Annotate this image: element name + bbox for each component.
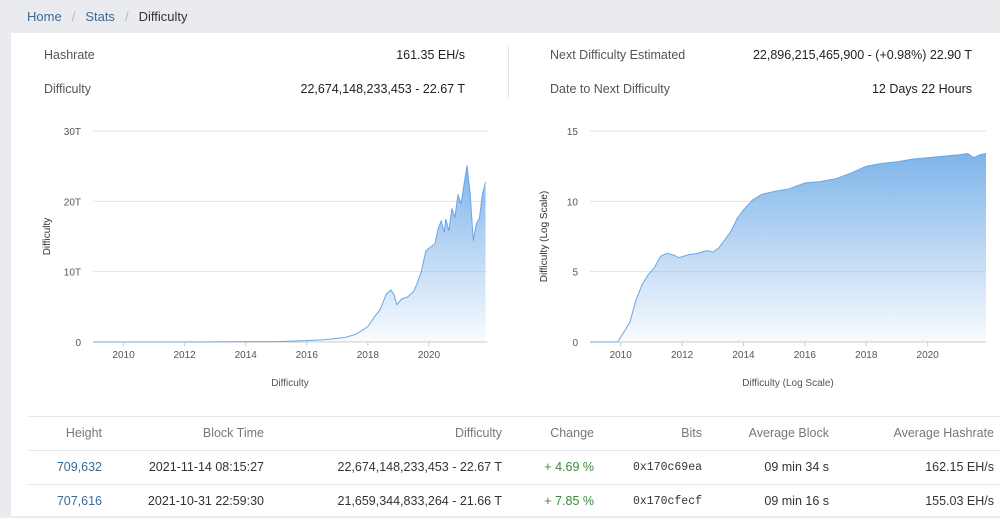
x-tick-label: 2012 <box>174 350 197 361</box>
change-cell: + 7.85 % <box>544 494 594 508</box>
block-time-cell: 2021-10-31 22:59:30 <box>147 494 264 508</box>
average-block-cell: 09 min 34 s <box>764 460 829 474</box>
table-header-row: Height Block Time Difficulty Change Bits… <box>28 416 1000 450</box>
y-tick-label: 15 <box>567 127 579 138</box>
date-next-difficulty-value: 12 Days 22 Hours <box>871 82 972 96</box>
breadcrumb-separator: / <box>71 9 76 24</box>
hashrate-value: 161.35 EH/s <box>396 48 465 62</box>
series-area <box>590 153 986 342</box>
y-tick-label: 20T <box>64 197 81 208</box>
average-hashrate-cell: 155.03 EH/s <box>925 494 994 508</box>
series-line <box>590 152 987 343</box>
x-tick-label: 2014 <box>732 350 755 361</box>
next-difficulty-value: 22,896,215,465,900 - (+0.98%) 22.90 T <box>752 48 972 62</box>
x-tick-label: 2020 <box>917 350 940 361</box>
x-tick-label: 2014 <box>235 350 258 361</box>
difficulty-label: Difficulty <box>44 82 92 96</box>
bits-cell: 0x170c69ea <box>632 461 702 474</box>
x-axis-title: Difficulty <box>271 378 309 389</box>
difficulty-table: Height Block Time Difficulty Change Bits… <box>28 416 1000 518</box>
series-line <box>93 165 486 343</box>
height-link[interactable]: 709,632 <box>56 460 102 474</box>
y-tick-label: 30T <box>64 127 81 138</box>
x-tick-label: 2012 <box>671 350 694 361</box>
change-cell: + 4.69 % <box>544 460 594 474</box>
header-bits: Bits <box>681 426 702 440</box>
y-tick-label: 10T <box>64 268 81 279</box>
header-difficulty: Difficulty <box>454 426 502 440</box>
block-time-cell: 2021-11-14 08:15:27 <box>148 460 264 474</box>
breadcrumb-current: Difficulty <box>138 9 188 24</box>
header-block-time: Block Time <box>202 426 264 440</box>
breadcrumb: Home / Stats / Difficulty <box>0 0 1000 33</box>
x-axis-title: Difficulty (Log Scale) <box>742 378 834 389</box>
breadcrumb-separator: / <box>124 9 129 24</box>
difficulty-log-chart: 0 5 10 15 2010 2012 2014 2016 2018 2020 Difficulty… <box>539 127 987 389</box>
difficulty-value: 22,674,148,233,453 - 22.67 T <box>300 82 466 96</box>
difficulty-chart: 0 10T 20T 30T 2010 2012 2014 2016 2018 2020 Diffic… <box>42 127 487 389</box>
height-link[interactable]: 707,616 <box>56 494 102 508</box>
difficulty-cell: 22,674,148,233,453 - 22.67 T <box>337 460 503 474</box>
y-tick-label: 0 <box>572 338 578 349</box>
y-tick-label: 0 <box>75 338 81 349</box>
table-row: 709,632 2021-11-14 08:15:27 22,674,148,2… <box>28 450 1000 484</box>
date-next-difficulty-label: Date to Next Difficulty <box>550 82 670 96</box>
header-average-hashrate: Average Hashrate <box>893 426 994 440</box>
y-axis-title: Difficulty <box>42 218 53 256</box>
breadcrumb-home-link[interactable]: Home <box>27 9 62 24</box>
header-change: Change <box>550 426 594 440</box>
next-difficulty-label: Next Difficulty Estimated <box>550 48 686 62</box>
stats-divider <box>508 45 509 99</box>
y-tick-label: 10 <box>567 197 579 208</box>
hashrate-label: Hashrate <box>44 48 95 62</box>
x-tick-label: 2010 <box>112 350 135 361</box>
difficulty-cell: 21,659,344,833,264 - 21.66 T <box>337 494 503 508</box>
x-tick-label: 2018 <box>855 350 878 361</box>
breadcrumb-stats-link[interactable]: Stats <box>85 9 115 24</box>
series-area <box>93 165 486 342</box>
average-hashrate-cell: 162.15 EH/s <box>925 460 994 474</box>
table-row: 707,616 2021-10-31 22:59:30 21,659,344,8… <box>28 484 1000 518</box>
header-height: Height <box>65 426 102 440</box>
header-average-block: Average Block <box>748 426 829 440</box>
x-tick-label: 2020 <box>418 350 441 361</box>
y-tick-label: 5 <box>572 268 578 279</box>
difficulty-card: Hashrate 161.35 EH/s Difficulty 22,674,1… <box>11 33 1000 516</box>
x-tick-label: 2018 <box>357 350 380 361</box>
x-tick-label: 2016 <box>794 350 817 361</box>
average-block-cell: 09 min 16 s <box>764 494 829 508</box>
x-tick-label: 2010 <box>610 350 633 361</box>
bits-cell: 0x170cfecf <box>632 495 702 508</box>
y-axis-title: Difficulty (Log Scale) <box>539 191 550 283</box>
x-tick-label: 2016 <box>296 350 319 361</box>
